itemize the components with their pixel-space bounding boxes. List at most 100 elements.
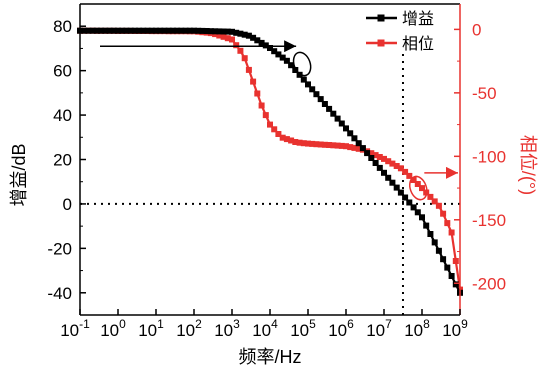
- phase-point: [233, 42, 240, 49]
- gain-point: [131, 27, 138, 34]
- gain-point: [288, 62, 295, 69]
- gain-point: [376, 164, 383, 171]
- gain-point: [427, 231, 434, 237]
- phase-point: [271, 126, 278, 133]
- gain-point: [334, 115, 341, 122]
- gain-point: [431, 239, 438, 246]
- phase-point: [419, 185, 425, 192]
- x-tick-label: 101: [138, 317, 164, 340]
- x-tick-label: 10-1: [60, 317, 90, 340]
- phase-point: [347, 144, 354, 151]
- legend-gain-label: 增益: [402, 10, 434, 28]
- gain-point: [157, 27, 164, 34]
- gain-point: [262, 42, 269, 49]
- gain-point: [381, 169, 387, 176]
- y-right-axis-label: 相位/(°): [518, 135, 538, 195]
- legend-gain-marker: [377, 14, 385, 22]
- phase-point: [313, 141, 320, 148]
- y-right-tick-label: -150: [472, 211, 506, 230]
- phase-point: [334, 142, 341, 149]
- plot-area: [77, 27, 463, 315]
- gain-point: [393, 184, 400, 191]
- gain-point: [250, 34, 257, 41]
- gain-point: [410, 204, 417, 211]
- gain-point: [224, 28, 231, 35]
- gain-point: [279, 54, 286, 61]
- y-left-tick-label: 80: [53, 17, 72, 36]
- phase-point: [368, 150, 375, 157]
- phase-point: [216, 32, 223, 39]
- phase-point: [440, 210, 447, 217]
- x-tick-label: 106: [328, 317, 354, 340]
- legend: 增益 相位: [366, 10, 434, 53]
- phase-point: [326, 142, 333, 148]
- gain-point: [444, 264, 451, 271]
- gain-point: [397, 189, 404, 196]
- gain-point: [241, 31, 248, 38]
- gain-point: [127, 27, 134, 34]
- gain-point: [309, 86, 316, 93]
- phase-point: [229, 36, 235, 43]
- phase-point: [410, 177, 417, 183]
- gain-point: [216, 28, 223, 35]
- phase-point: [444, 220, 451, 227]
- gain-point: [275, 51, 282, 58]
- gain-point: [89, 27, 96, 34]
- phase-point: [254, 90, 261, 97]
- gain-point: [98, 27, 105, 34]
- gain-point: [136, 27, 143, 34]
- gain-point: [267, 45, 273, 51]
- gain-point: [300, 76, 307, 83]
- phase-point: [376, 154, 383, 160]
- gain-point: [102, 27, 109, 34]
- phase-point: [220, 33, 227, 40]
- gain-point: [123, 27, 130, 34]
- gain-point: [448, 273, 455, 279]
- phase-point: [406, 172, 413, 179]
- y-right-tick-label: 0: [472, 20, 481, 39]
- phase-point: [427, 193, 434, 200]
- phase-point: [351, 144, 358, 151]
- gain-point: [115, 27, 121, 34]
- phase-point: [283, 136, 290, 143]
- gain-point: [347, 130, 354, 137]
- phase-point: [385, 158, 392, 165]
- phase-point: [267, 121, 273, 128]
- axis-labels: 频率/Hz 增益/dB 相位/(°): [9, 135, 538, 367]
- gain-point: [271, 48, 278, 55]
- y-left-tick-label: 20: [53, 151, 72, 170]
- phase-point: [224, 35, 231, 42]
- y-left-axis-label: 增益/dB: [9, 143, 29, 206]
- phase-point: [262, 112, 269, 119]
- gain-point: [351, 135, 358, 142]
- phase-point: [241, 55, 248, 62]
- gain-point: [233, 29, 240, 36]
- gain-point: [283, 57, 290, 64]
- gain-point: [355, 140, 362, 147]
- phase-point: [448, 229, 455, 236]
- phase-point: [414, 181, 421, 187]
- y-right-tick-label: -50: [472, 84, 497, 103]
- phase-point: [300, 140, 307, 147]
- y-left-tick-label: 60: [53, 62, 72, 81]
- gain-point: [406, 199, 413, 206]
- gain-point: [321, 101, 328, 107]
- gain-point: [203, 28, 210, 34]
- phase-point: [296, 139, 303, 146]
- phase-point: [245, 66, 252, 73]
- phase-point: [258, 102, 265, 109]
- gain-point: [368, 155, 375, 161]
- legend-phase-label: 相位: [402, 35, 434, 53]
- gain-point: [359, 145, 366, 152]
- gain-point: [199, 27, 206, 34]
- legend-phase-marker: [377, 39, 385, 47]
- gain-point: [330, 110, 337, 117]
- phase-point: [292, 139, 299, 145]
- gain-point: [93, 27, 100, 34]
- phase-point: [389, 160, 396, 167]
- x-tick-label: 107: [366, 317, 392, 340]
- phase-point: [321, 141, 328, 148]
- gain-point: [85, 27, 92, 34]
